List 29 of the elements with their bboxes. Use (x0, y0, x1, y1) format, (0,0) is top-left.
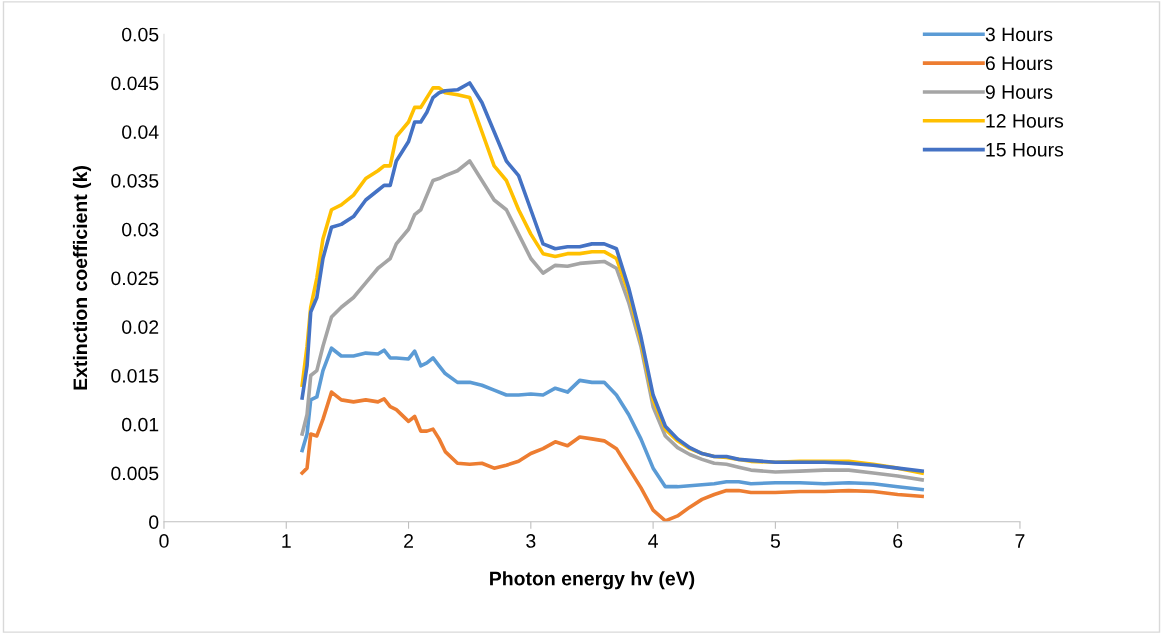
x-tick-label: 6 (893, 534, 903, 548)
y-tick-label: 0.015 (111, 368, 159, 383)
legend-label: 15 Hours (986, 143, 1064, 157)
legend-label: 6 Hours (985, 56, 1053, 71)
x-tick-label: 3 (526, 534, 536, 548)
line-series (300, 159, 924, 482)
legend-label: 12 Hours (986, 113, 1064, 128)
y-tick-label: 0.02 (122, 320, 159, 334)
x-axis-title: Photon energy hv (eV) (490, 571, 695, 590)
x-tick-label: 0 (159, 534, 169, 548)
line-series (300, 346, 924, 492)
line-series (300, 390, 924, 522)
legend-label: 9 Hours (985, 85, 1053, 99)
x-tick-label: 5 (770, 534, 780, 548)
x-tick-label: 7 (1015, 534, 1025, 548)
y-tick-label: 0.005 (111, 466, 159, 481)
y-tick-label: 0.025 (111, 271, 159, 286)
y-tick-label: 0.03 (122, 222, 159, 237)
y-tick-label: 0.05 (122, 27, 159, 42)
y-tick-label: 0 (149, 515, 159, 530)
y-tick-label: 0.04 (122, 125, 159, 139)
x-tick-label: 1 (282, 534, 291, 548)
x-tick-label: 2 (404, 534, 413, 548)
y-tick-label: 0.01 (122, 417, 159, 432)
x-tick-label: 4 (648, 534, 658, 548)
y-axis-title: Extinction coefficient (k) (72, 166, 92, 390)
y-tick-label: 0.045 (111, 76, 159, 91)
legend-label: 3 Hours (985, 27, 1053, 42)
y-tick-label: 0.035 (111, 173, 159, 188)
